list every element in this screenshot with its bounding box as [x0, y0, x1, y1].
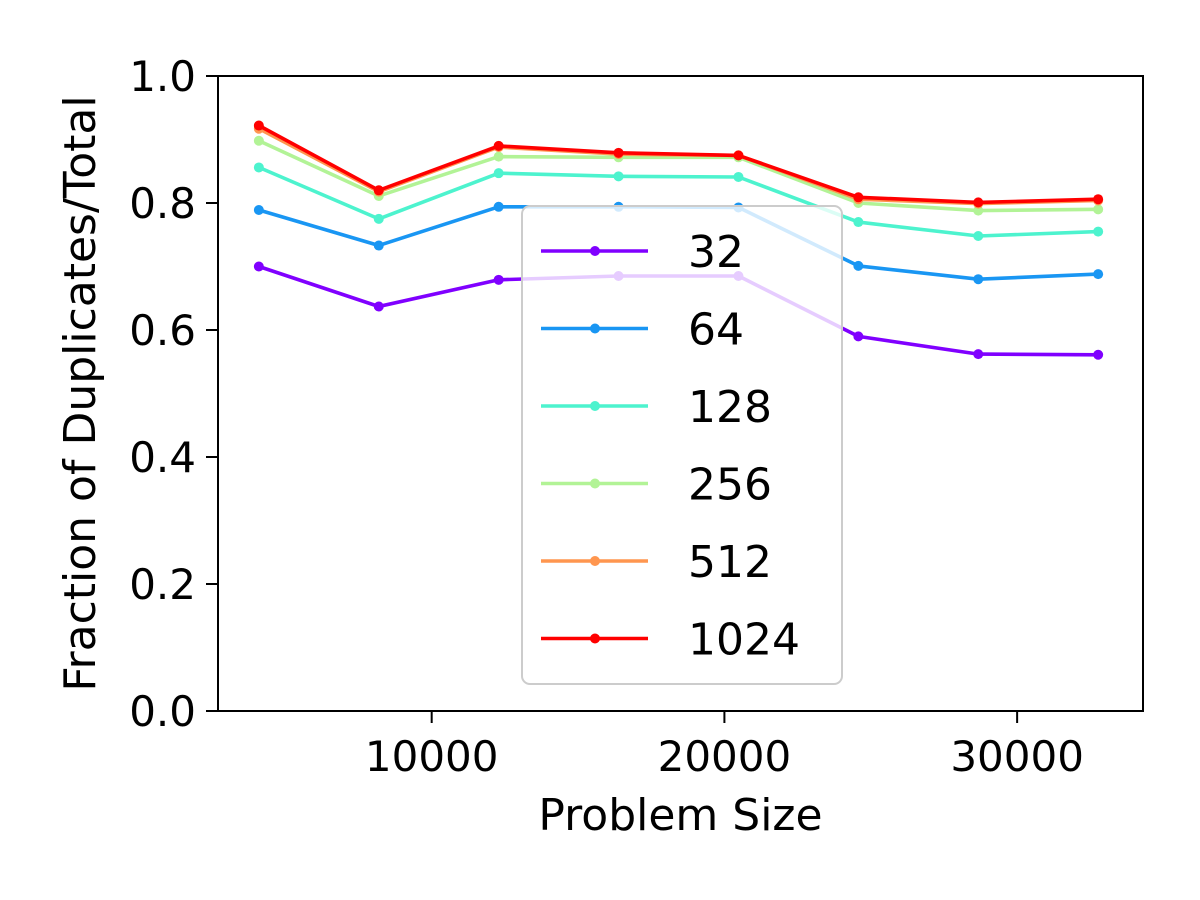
y-tick-label: 1.0 — [129, 52, 196, 101]
data-point-256-7 — [1093, 204, 1104, 215]
data-point-1024-2 — [493, 140, 504, 151]
x-tick-label: 10000 — [365, 732, 499, 781]
legend-box — [521, 205, 843, 685]
data-point-64-2 — [493, 201, 504, 212]
data-point-128-6 — [973, 231, 984, 242]
legend-label-128: 128 — [688, 382, 772, 433]
data-point-128-1 — [373, 213, 384, 224]
y-tick-label: 0.0 — [129, 687, 196, 736]
data-point-32-2 — [493, 274, 504, 285]
data-point-256-2 — [493, 151, 504, 162]
data-point-128-7 — [1093, 226, 1104, 237]
legend-label-64: 64 — [688, 305, 744, 356]
y-tick-label: 0.2 — [129, 560, 196, 609]
series-line-1024 — [258, 123, 1099, 205]
data-point-1024-6 — [973, 197, 984, 208]
data-point-1024-4 — [733, 150, 744, 161]
legend: 32 64 128 256 512 1024 — [521, 205, 843, 685]
data-point-32-7 — [1093, 349, 1104, 360]
y-tick-label: 0.6 — [129, 306, 196, 355]
data-point-128-4 — [733, 171, 744, 182]
data-point-1024-0 — [253, 120, 264, 131]
legend-marker-256 — [590, 478, 600, 489]
x-tick-label: 30000 — [950, 732, 1084, 781]
series-line-256 — [258, 139, 1099, 213]
data-point-128-0 — [253, 162, 264, 173]
data-point-1024-3 — [613, 147, 624, 158]
legend-label-1024: 1024 — [688, 615, 800, 666]
data-point-1024-7 — [1093, 194, 1104, 205]
data-point-64-5 — [853, 260, 864, 271]
data-point-64-1 — [373, 240, 384, 251]
legend-label-32: 32 — [688, 227, 744, 278]
data-point-128-3 — [613, 171, 624, 182]
data-point-32-5 — [853, 331, 864, 342]
legend-marker-64 — [590, 323, 600, 334]
plot-frame — [217, 75, 1144, 712]
data-point-32-1 — [373, 301, 384, 312]
legend-label-256: 256 — [688, 460, 772, 511]
data-point-256-6 — [973, 205, 984, 216]
data-point-64-0 — [253, 204, 264, 215]
data-point-128-5 — [853, 217, 864, 228]
x-tick-label: 20000 — [658, 732, 792, 781]
data-point-1024-5 — [853, 192, 864, 203]
data-point-64-6 — [973, 274, 984, 285]
legend-label-512: 512 — [688, 537, 772, 588]
data-point-64-7 — [1093, 269, 1104, 280]
x-axis-label: Problem Size — [538, 790, 822, 841]
legend-marker-32 — [590, 246, 600, 256]
series-line-128 — [258, 165, 1099, 238]
data-point-128-2 — [493, 168, 504, 179]
data-point-32-6 — [973, 349, 984, 360]
y-tick-label: 0.4 — [129, 433, 196, 482]
data-point-256-0 — [253, 135, 264, 146]
legend-marker-1024 — [590, 633, 600, 644]
y-axis-label: Fraction of Duplicates/Total — [55, 95, 106, 691]
legend-marker-512 — [590, 556, 600, 566]
data-point-32-0 — [253, 261, 264, 272]
data-point-1024-1 — [373, 185, 384, 196]
legend-marker-128 — [590, 401, 600, 411]
axes: 0.0 0.2 0.4 0.6 0.8 1.0 10000 20000 30000 — [129, 52, 1144, 781]
y-tick-label: 0.8 — [129, 179, 196, 228]
